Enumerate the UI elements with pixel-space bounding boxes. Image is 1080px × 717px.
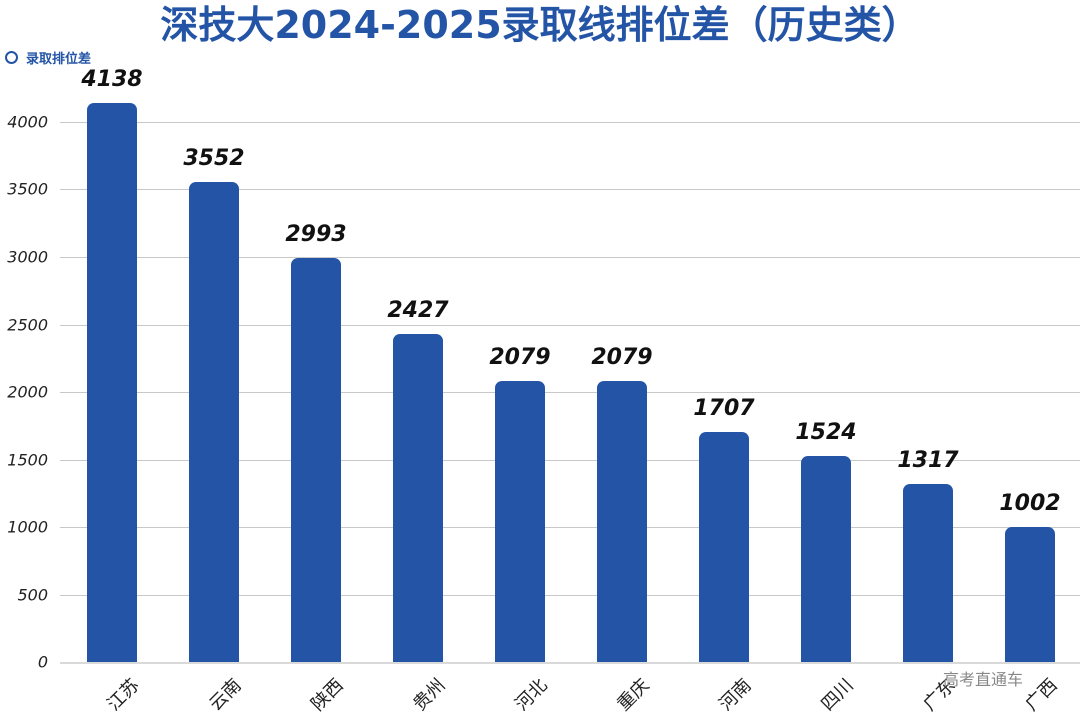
bar: [87, 103, 137, 662]
bar: [291, 258, 341, 662]
x-tick-label: 云南: [205, 674, 246, 716]
bar-value-label: 1317: [897, 448, 959, 473]
bar-value-label: 2993: [285, 222, 347, 247]
bar: [1005, 527, 1055, 662]
bar-value-label: 4138: [81, 67, 143, 92]
y-tick-label: 2500: [7, 315, 48, 335]
x-tick-label: 广西: [1021, 674, 1062, 716]
gridline: [60, 595, 1080, 596]
bar-value-label: 2079: [591, 345, 653, 370]
gridline: [60, 392, 1080, 393]
bar: [801, 456, 851, 662]
bar-value-label: 1002: [999, 491, 1061, 516]
bar: [393, 334, 443, 662]
gridline: [60, 460, 1080, 461]
bar-value-label: 1524: [795, 420, 857, 445]
y-tick-label: 500: [17, 585, 48, 605]
y-tick-label: 3000: [7, 247, 48, 267]
bar: [903, 484, 953, 662]
y-tick-label: 1500: [7, 450, 48, 470]
legend: 录取排位差: [5, 47, 91, 67]
bar: [495, 381, 545, 662]
y-tick-label: 4000: [7, 112, 48, 132]
bar-value-label: 2427: [387, 298, 449, 323]
bar: [699, 432, 749, 662]
chart-title: 深技大2024-2025录取线排位差（历史类）: [160, 3, 920, 47]
legend-ring-icon: [5, 50, 18, 64]
gridline: [60, 122, 1080, 123]
y-tick-label: 1000: [7, 517, 48, 537]
x-tick-label: 贵州: [409, 674, 450, 716]
x-tick-label: 河南: [715, 674, 756, 716]
bar-value-label: 3552: [183, 146, 245, 171]
bar-value-label: 2079: [489, 345, 551, 370]
x-tick-label: 陕西: [307, 674, 348, 716]
y-tick-label: 2000: [7, 382, 48, 402]
x-tick-label: 河北: [511, 674, 552, 716]
gridline: [60, 257, 1080, 258]
legend-label: 录取排位差: [26, 51, 92, 67]
gridline: [60, 527, 1080, 528]
gridline: [60, 325, 1080, 326]
gridline: [60, 189, 1080, 190]
x-tick-label: 重庆: [613, 674, 654, 716]
y-tick-label: 3500: [7, 179, 48, 199]
x-tick-label: 四川: [817, 674, 858, 716]
x-tick-label: 江苏: [103, 674, 144, 716]
watermark: 高考直通车: [943, 670, 1024, 689]
gridline: [60, 662, 1080, 664]
bar: [597, 381, 647, 662]
bar: [189, 182, 239, 662]
y-tick-label: 0: [37, 652, 48, 672]
bar-value-label: 1707: [693, 396, 755, 421]
